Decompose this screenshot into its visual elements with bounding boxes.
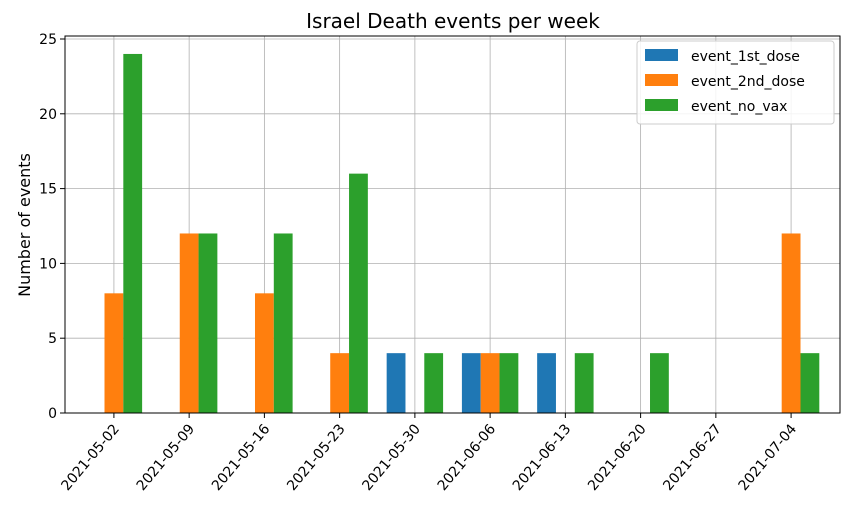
x-tick-label: 2021-05-23 [284, 421, 349, 494]
y-axis-label: Number of events [15, 153, 34, 297]
bar-event-no-vax [424, 353, 444, 413]
y-tick-label: 10 [39, 256, 57, 272]
legend-label: event_no_vax [691, 99, 787, 115]
y-tick-label: 25 [39, 32, 57, 48]
y-axis: 0 5 10 15 20 25 [39, 32, 65, 422]
bar-event-2nd-dose [480, 353, 500, 413]
legend-label: event_2nd_dose [691, 74, 805, 90]
bar-event-no-vax [574, 353, 594, 413]
chart-title: Israel Death events per week [306, 9, 600, 33]
legend-swatch [645, 99, 678, 111]
y-tick-label: 0 [48, 406, 57, 422]
bar-event-no-vax [123, 53, 143, 413]
legend-swatch [645, 74, 678, 86]
bar-event-2nd-dose [104, 293, 124, 413]
x-axis: 2021-05-02 2021-05-09 2021-05-16 2021-05-23… [58, 413, 800, 494]
y-tick-label: 15 [39, 182, 57, 198]
bar-event-no-vax [198, 233, 218, 413]
y-tick-label: 20 [39, 107, 57, 123]
bar-event-no-vax [800, 353, 820, 413]
x-tick-label: 2021-05-30 [359, 421, 424, 494]
bar-event-no-vax [349, 173, 368, 413]
legend-swatch [645, 49, 678, 61]
bar-event-2nd-dose [254, 293, 274, 413]
x-tick-label: 2021-07-04 [736, 421, 801, 494]
axes-frame [64, 35, 841, 414]
bar-event-no-vax [273, 233, 293, 413]
bar-event-1st-dose [537, 353, 556, 413]
legend-label: event_1st_dose [691, 49, 800, 65]
x-tick-label: 2021-05-09 [134, 421, 199, 494]
bar-event-2nd-dose [781, 233, 801, 413]
plot-area: 0 5 10 15 20 25 2021-05-02 2021-05-09 2021-05-16… [39, 32, 841, 494]
bar-event-1st-dose [461, 353, 481, 413]
x-tick-label: 2021-06-06 [435, 421, 500, 494]
bar-event-no-vax [499, 353, 519, 413]
y-tick-label: 5 [48, 331, 57, 347]
x-tick-label: 2021-05-16 [209, 421, 274, 494]
x-tick-label: 2021-06-20 [585, 421, 650, 494]
x-tick-label: 2021-05-02 [58, 421, 123, 494]
bar-event-no-vax [650, 353, 669, 413]
x-tick-label: 2021-06-27 [660, 421, 725, 494]
x-tick-label: 2021-06-13 [510, 421, 575, 494]
bar-event-1st-dose [386, 353, 406, 413]
legend: event_1st_dose event_2nd_dose event_no_vax [636, 40, 835, 125]
bars [104, 53, 820, 413]
bar-event-2nd-dose [330, 353, 350, 413]
bar-event-2nd-dose [179, 233, 199, 413]
legend-box [636, 40, 835, 125]
